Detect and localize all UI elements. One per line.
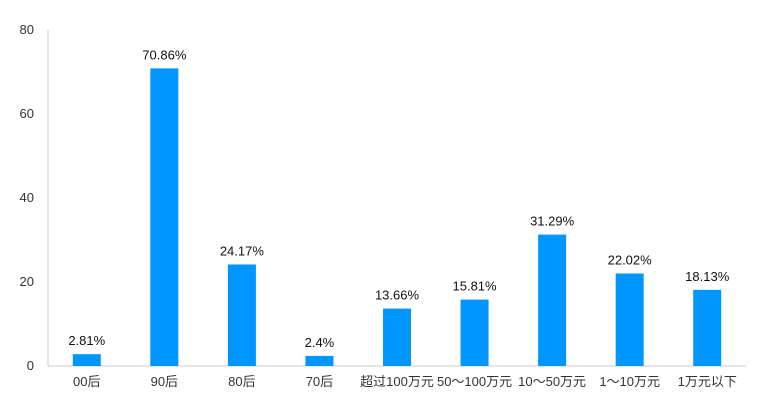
x-tick-label: 10～50万元 [518,374,586,389]
bar-value-label: 70.86% [142,47,187,62]
bars [72,68,722,366]
bar [693,289,722,366]
bar [460,299,489,366]
y-tick-label: 0 [27,358,34,373]
x-tick-label: 70后 [306,374,333,389]
y-tick-label: 40 [20,190,34,205]
y-tick-label: 20 [20,274,34,289]
x-axis-ticks: 00后 90后 80后 70后 超过100万元 50～100万元 10～50万元 1～10万元… [73,374,737,389]
bar-value-label: 24.17% [220,243,265,258]
bar-value-label: 22.02% [608,253,653,268]
bar-value-label: 2.4% [305,335,335,350]
x-tick-label: 超过100万元 [360,374,434,389]
x-tick-label: 1万元以下 [678,374,737,389]
bar [72,354,101,366]
bar [383,308,411,366]
x-tick-label: 1～10万元 [599,374,660,389]
x-tick-label: 90后 [151,374,178,389]
y-tick-label: 60 [20,106,34,121]
bar [538,234,567,366]
bar-value-label: 18.13% [685,269,730,284]
bar-value-label: 31.29% [530,214,575,229]
bar [615,273,644,366]
y-tick-label: 80 [20,22,34,37]
bar [150,68,179,366]
bar [227,264,256,366]
bar-value-label: 2.81% [68,333,105,348]
bar [305,355,334,366]
bar-value-label: 13.66% [375,288,420,303]
x-tick-label: 80后 [228,374,255,389]
x-tick-label: 00后 [73,374,100,389]
y-axis-ticks: 0 20 40 60 80 [20,22,34,373]
bar-value-label: 15.81% [453,279,498,294]
x-tick-label: 50～100万元 [437,374,512,389]
data-labels: 2.81% 70.86% 24.17% 2.4% 13.66% 15.81% 31.29% 2… [68,47,729,350]
